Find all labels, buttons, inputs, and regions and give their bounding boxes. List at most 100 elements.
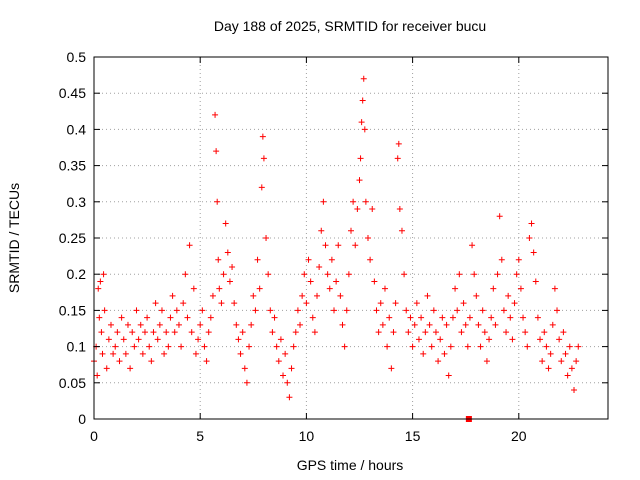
data-point [214,198,221,205]
data-point [435,358,442,365]
data-point [551,285,558,292]
data-point [371,278,378,285]
data-point [105,336,112,343]
data-point [496,213,503,220]
data-point [498,256,505,263]
data-point [352,242,359,249]
data-point [173,307,180,314]
data-point [192,350,199,357]
data-point [324,271,331,278]
data-point [154,336,161,343]
data-point [146,343,153,350]
data-point [122,350,129,357]
chart-title: Day 188 of 2025, SRMTID for receiver buc… [214,18,486,34]
data-point [337,292,344,299]
data-point [395,140,402,147]
data-point [184,314,191,321]
data-point [163,329,170,336]
axes-layer: 0 0.05 0.1 0.15 0.2 0.25 0.3 0.35 0.4 0.45 0.5 0 5 10… [59,49,609,444]
data-point [479,307,486,314]
data-point [220,271,227,278]
data-point [133,307,140,314]
data-point [165,343,172,350]
data-point [454,307,461,314]
data-point [343,307,350,314]
data-point [118,314,125,321]
data-point [545,365,552,372]
data-point [528,220,535,227]
data-point [571,387,578,394]
data-point [182,271,189,278]
data-point [411,321,418,328]
data-point [303,300,310,307]
data-point [384,343,391,350]
data-point [260,155,267,162]
data-point [98,329,105,336]
data-point [326,285,333,292]
data-point [275,358,282,365]
data-point [180,300,187,307]
data-point [362,198,369,205]
data-point [269,329,276,336]
data-point [403,307,410,314]
data-point [131,343,138,350]
data-point [273,343,280,350]
data-point [560,329,567,336]
data-point [282,350,289,357]
data-point [114,329,121,336]
data-point [418,314,425,321]
data-point [161,350,168,357]
data-point [422,329,429,336]
data-point [373,307,380,314]
data-point [388,365,395,372]
data-point [445,372,452,379]
data-point [554,307,561,314]
data-point [341,343,348,350]
data-point [288,365,295,372]
data-point [226,278,233,285]
data-point [443,321,450,328]
data-point [539,358,546,365]
data-point [203,358,210,365]
data-point [158,307,165,314]
x-tick-label: 20 [511,428,527,444]
data-point [150,329,157,336]
data-point [101,307,108,314]
data-point [477,343,484,350]
data-point [97,278,104,285]
data-point [483,358,490,365]
data-point [205,329,212,336]
data-point [413,300,420,307]
data-point [314,292,321,299]
data-point [213,148,220,155]
data-point [359,97,366,104]
x-tick-label: 0 [90,428,98,444]
data-point [517,285,524,292]
data-point [428,343,435,350]
data-point [335,242,342,249]
data-point [148,358,155,365]
data-point [290,343,297,350]
data-point [566,343,573,350]
data-point [199,307,206,314]
data-point [447,343,454,350]
data-point [350,198,357,205]
data-point [520,314,527,321]
points-layer [91,75,582,422]
y-tick-label: 0.15 [59,302,86,318]
data-point [507,314,514,321]
data-point [248,321,255,328]
data-point [505,292,512,299]
data-point [100,271,107,278]
data-point [301,271,308,278]
data-point [209,292,216,299]
data-point [259,133,266,140]
data-point [409,343,416,350]
y-tick-label: 0.5 [67,49,87,65]
data-point [558,358,565,365]
data-point [243,379,250,386]
data-point [526,235,533,241]
data-point [263,235,270,241]
data-point [254,256,261,263]
y-tick-label: 0.1 [67,339,87,355]
